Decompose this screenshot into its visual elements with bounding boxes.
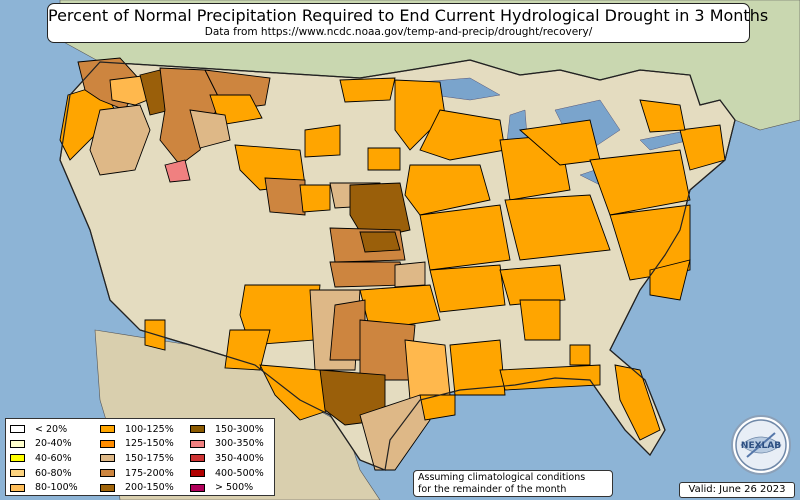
legend-item: 20-40% [10,437,100,452]
legend-label: 150-300% [215,423,264,435]
legend-column-3: 150-300% 300-350% 350-400% 400-500% > 50… [190,422,280,495]
legend-item: 200-150% [100,480,190,495]
legend-swatch [190,483,205,492]
legend-item: 400-500% [190,466,280,481]
legend-item: 300-350% [190,437,280,452]
legend-label: 80-100% [35,482,78,494]
legend-swatch [190,425,205,434]
globe-icon: NEXLAB [735,419,787,471]
map-title: Percent of Normal Precipitation Required… [48,6,769,25]
legend-label: 300-350% [215,438,264,450]
legend-label: 40-60% [35,452,72,464]
map-subtitle: Data from https://www.ncdc.noaa.gov/temp… [204,26,593,38]
legend-swatch [190,469,205,478]
legend-swatch [100,469,115,478]
legend-label: 60-80% [35,467,72,479]
legend-swatch [10,469,25,478]
legend-swatch [100,425,115,434]
legend-item: 150-175% [100,451,190,466]
title-box: Percent of Normal Precipitation Required… [47,3,769,43]
legend-item: < 20% [10,422,100,437]
legend-item: > 500% [190,480,280,495]
legend-item: 175-200% [100,466,190,481]
legend-item: 150-300% [190,422,280,437]
legend-swatch [10,483,25,492]
logo-wordmark: NEXLAB [741,441,781,451]
legend-swatch [190,439,205,448]
valid-date: Valid: June 26 2023 [679,482,795,498]
legend-label: 175-200% [125,467,174,479]
legend-swatch [100,439,115,448]
legend-swatch [10,454,25,463]
legend-item: 80-100% [10,480,100,495]
legend-column-1: < 20% 20-40% 40-60% 60-80% 80-100% [10,422,100,495]
legend-swatch [10,425,25,434]
legend-swatch [100,483,115,492]
legend-label: 100-125% [125,423,174,435]
nexlab-logo: NEXLAB [731,415,791,475]
legend-label: > 500% [215,482,254,494]
note-line-1: Assuming climatological conditions [418,472,586,483]
legend-label: 400-500% [215,467,264,479]
legend-item: 60-80% [10,466,100,481]
legend-swatch [10,439,25,448]
legend-item: 125-150% [100,437,190,452]
legend-item: 100-125% [100,422,190,437]
legend-column-2: 100-125% 125-150% 150-175% 175-200% 200-… [100,422,190,495]
legend-swatch [190,454,205,463]
legend-label: 350-400% [215,452,264,464]
legend-label: 125-150% [125,438,174,450]
legend-item: 350-400% [190,451,280,466]
note-line-2: for the remainder of the month [418,484,567,495]
legend-label: 20-40% [35,438,72,450]
legend-item: 40-60% [10,451,100,466]
usa-outline [59,59,736,471]
legend-label: 200-150% [125,482,174,494]
legend: < 20% 20-40% 40-60% 60-80% 80-100% 100-1… [5,418,275,496]
assumption-note: Assuming climatological conditions for t… [413,470,613,497]
legend-label: < 20% [35,423,68,435]
drought-regions [59,57,726,471]
legend-swatch [100,454,115,463]
legend-label: 150-175% [125,452,174,464]
